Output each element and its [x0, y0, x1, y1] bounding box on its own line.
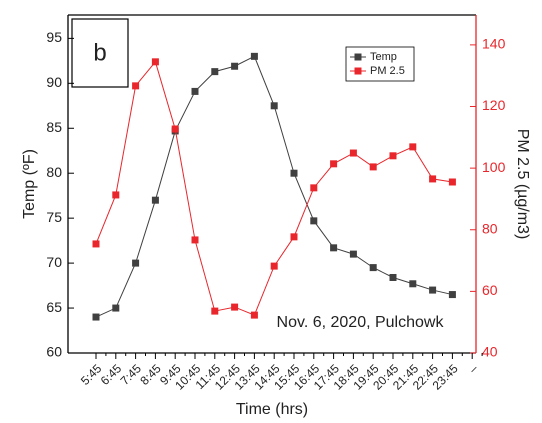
point	[389, 273, 397, 281]
legend-label: PM 2.5	[370, 65, 405, 77]
y-tick-label: 90	[46, 74, 62, 90]
y2-tick-label: 140	[482, 36, 506, 52]
point	[191, 87, 199, 95]
point	[92, 240, 100, 248]
annotation: Nov. 6, 2020, Pulchowk	[277, 314, 445, 331]
x-axis-label: Time (hrs)	[236, 401, 308, 418]
y-tick-label: 85	[46, 119, 62, 135]
panel-box	[71, 18, 129, 88]
legend-label: Temp	[370, 51, 397, 63]
point	[270, 262, 278, 270]
point	[448, 291, 456, 299]
point	[211, 68, 219, 76]
y2-tick-label: 100	[482, 159, 506, 175]
point	[92, 313, 100, 321]
y-tick-label: 70	[46, 254, 62, 270]
legend-box	[345, 46, 415, 82]
point	[409, 143, 417, 151]
y2-axis-label: PM 2.5 (µg/m3)	[514, 129, 531, 240]
point	[191, 236, 199, 244]
point	[250, 52, 258, 60]
point	[112, 191, 120, 199]
point	[211, 307, 219, 315]
y-axis-label: Temp (ºF)	[21, 149, 38, 219]
series-line	[95, 60, 453, 316]
point	[151, 58, 159, 66]
point	[369, 264, 377, 272]
point	[231, 62, 239, 70]
point	[112, 304, 120, 312]
point	[132, 259, 140, 267]
point	[369, 163, 377, 171]
point	[231, 303, 239, 311]
point	[429, 286, 437, 294]
point	[389, 152, 397, 160]
series-line	[95, 55, 453, 318]
legend-marker	[354, 67, 362, 75]
point	[409, 280, 417, 288]
point	[349, 250, 357, 258]
y2-tick-label: 80	[482, 220, 498, 236]
point	[250, 311, 258, 319]
y-tick-label: 60	[46, 344, 62, 360]
y-tick-label: 95	[46, 29, 62, 45]
y-tick-label: 75	[46, 209, 62, 225]
y2-tick-label: 120	[482, 97, 506, 113]
panel-label: b	[93, 39, 106, 66]
legend-marker	[354, 53, 362, 61]
point	[310, 184, 318, 192]
point	[310, 217, 318, 225]
x-tick-label: –	[466, 361, 481, 376]
point	[290, 233, 298, 241]
y2-tick-label: 60	[482, 282, 498, 298]
y-tick-label: 65	[46, 299, 62, 315]
point	[132, 82, 140, 90]
y2-tick-label: 40	[482, 344, 498, 360]
point	[290, 169, 298, 177]
point	[151, 196, 159, 204]
point	[171, 125, 179, 133]
y-tick-label: 80	[46, 164, 62, 180]
point	[429, 175, 437, 183]
point	[270, 102, 278, 110]
point	[330, 160, 338, 168]
point	[349, 149, 357, 157]
point	[448, 178, 456, 186]
point	[330, 244, 338, 252]
